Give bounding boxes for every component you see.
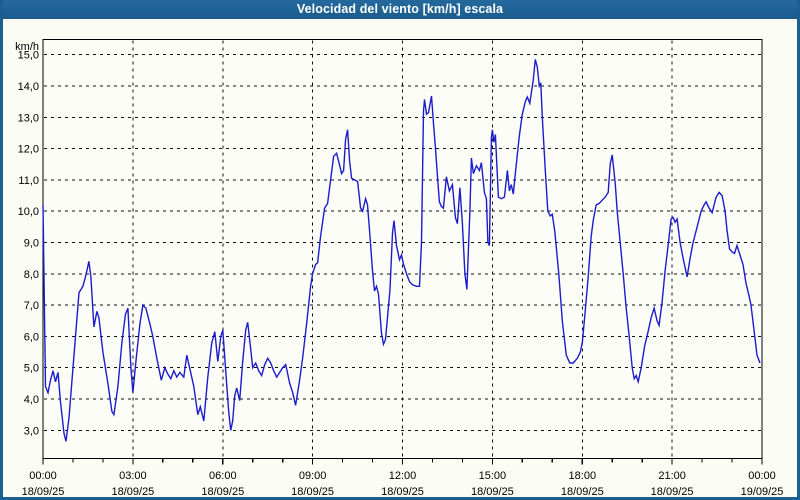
- y-axis-tick-label: 11,0: [18, 175, 39, 187]
- y-axis-tick-label: 6,0: [24, 331, 39, 343]
- x-axis-tick-time-label: 00:00: [29, 470, 57, 482]
- wind-speed-chart: km/h15,0 14,0 13,0 12,0 11,0 10,0 9,0 8,0 7,0 6,0…: [15, 38, 784, 497]
- y-axis-tick-label: 5,0: [24, 363, 39, 375]
- x-axis-tick-date-label: 18/09/25: [291, 486, 334, 497]
- window-title: Velocidad del viento [km/h] escala: [296, 2, 504, 16]
- y-axis-tick-label: 8,0: [24, 269, 39, 281]
- x-axis-tick-date-label: 18/09/25: [201, 486, 244, 497]
- x-axis-tick-time-label: 21:00: [658, 470, 686, 482]
- y-axis-tick-label: 14,0: [18, 81, 39, 93]
- y-axis-tick-label: 9,0: [24, 238, 39, 250]
- y-axis-tick-label: 13,0: [18, 112, 39, 124]
- x-axis-tick-time-label: 15:00: [479, 470, 507, 482]
- x-axis-tick-time-label: 09:00: [299, 470, 327, 482]
- x-axis-tick-date-label: 18/09/25: [561, 486, 604, 497]
- x-axis-tick-date-label: 18/09/25: [22, 486, 65, 497]
- y-axis-tick-label: 4,0: [24, 394, 39, 406]
- title-bar: Velocidad del viento [km/h] escala: [3, 0, 797, 19]
- x-axis-tick-date-label: 18/09/25: [111, 486, 154, 497]
- y-axis-tick-label: 7,0: [24, 300, 39, 312]
- x-axis-tick-date-label: 18/09/25: [471, 486, 514, 497]
- y-axis-tick-label: 12,0: [18, 144, 39, 156]
- x-axis-tick-time-label: 12:00: [389, 470, 417, 482]
- y-axis-tick-label: 15,0: [18, 50, 39, 62]
- x-axis-tick-date-label: 18/09/25: [651, 486, 694, 497]
- x-axis-tick-time-label: 18:00: [569, 470, 597, 482]
- y-axis-tick-label: 3,0: [24, 425, 39, 437]
- x-axis-tick-time-label: 03:00: [119, 470, 147, 482]
- y-axis-unit-label: km/h: [15, 41, 39, 53]
- x-axis-tick-date-label: 19/09/25: [741, 486, 784, 497]
- x-axis-tick-time-label: 06:00: [209, 470, 237, 482]
- wind-speed-line: [42, 59, 761, 442]
- plot-background: [43, 39, 762, 459]
- x-axis-tick-time-label: 00:00: [748, 470, 776, 482]
- x-axis-tick-date-label: 18/09/25: [381, 486, 424, 497]
- y-axis-tick-label: 10,0: [18, 206, 39, 218]
